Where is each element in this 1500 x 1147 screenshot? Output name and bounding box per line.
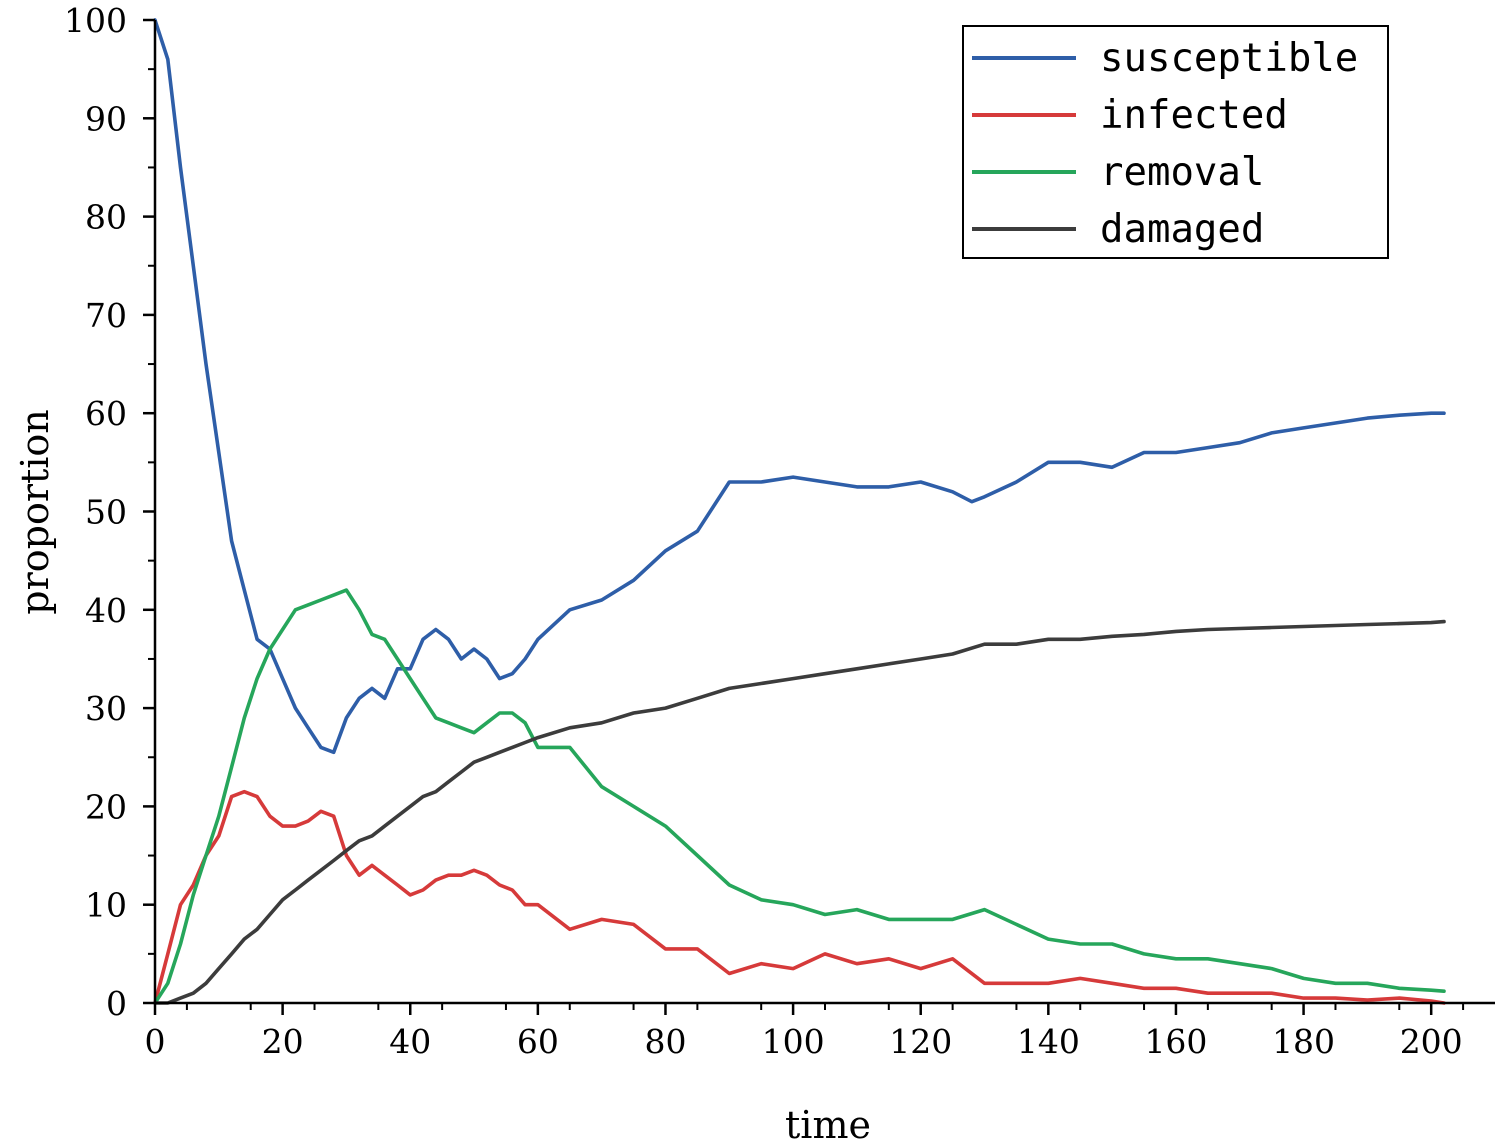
x-tick-label: 60 bbox=[517, 1022, 559, 1061]
legend-label-removal: removal bbox=[1100, 150, 1264, 195]
x-axis-title: time bbox=[785, 1103, 871, 1147]
axes: 0 20 40 60 80 100 120 140 160 180 200 0 10 20 30 40 50 60… bbox=[64, 1, 1495, 1061]
plot-series bbox=[153, 18, 1446, 1005]
y-tick-label: 50 bbox=[85, 493, 127, 532]
y-tick-label: 20 bbox=[85, 787, 127, 826]
legend-label-susceptible: susceptible bbox=[1100, 36, 1358, 81]
y-tick-label: 0 bbox=[106, 984, 127, 1023]
series-line-removal bbox=[153, 588, 1446, 1005]
series-line-susceptible bbox=[153, 18, 1446, 755]
y-tick-label: 70 bbox=[85, 296, 127, 335]
x-tick-label: 180 bbox=[1272, 1022, 1335, 1061]
y-tick-label: 60 bbox=[85, 394, 127, 433]
series-line-infected bbox=[153, 789, 1446, 1005]
series-line-damaged bbox=[153, 619, 1446, 1005]
y-tick-label: 90 bbox=[85, 99, 127, 138]
y-tick-label: 100 bbox=[64, 1, 127, 40]
x-tick-label: 40 bbox=[389, 1022, 431, 1061]
legend-box bbox=[962, 25, 1389, 259]
legend-label-damaged: damaged bbox=[1100, 207, 1264, 252]
y-tick-label: 30 bbox=[85, 689, 127, 728]
x-tick-label: 120 bbox=[889, 1022, 952, 1061]
y-tick-label: 80 bbox=[85, 198, 127, 237]
y-axis-title: proportion bbox=[13, 409, 57, 615]
x-tick-label: 80 bbox=[644, 1022, 686, 1061]
x-tick-label: 140 bbox=[1017, 1022, 1080, 1061]
x-tick-label: 200 bbox=[1400, 1022, 1463, 1061]
y-tick-label: 10 bbox=[85, 886, 127, 925]
x-tick-label: 160 bbox=[1144, 1022, 1207, 1061]
x-tick-label: 100 bbox=[762, 1022, 825, 1061]
legend: susceptible infected removal damaged bbox=[962, 25, 1389, 259]
y-tick-label: 40 bbox=[85, 591, 127, 630]
x-tick-label: 20 bbox=[262, 1022, 304, 1061]
legend-label-infected: infected bbox=[1100, 93, 1288, 138]
x-tick-label: 0 bbox=[145, 1022, 166, 1061]
